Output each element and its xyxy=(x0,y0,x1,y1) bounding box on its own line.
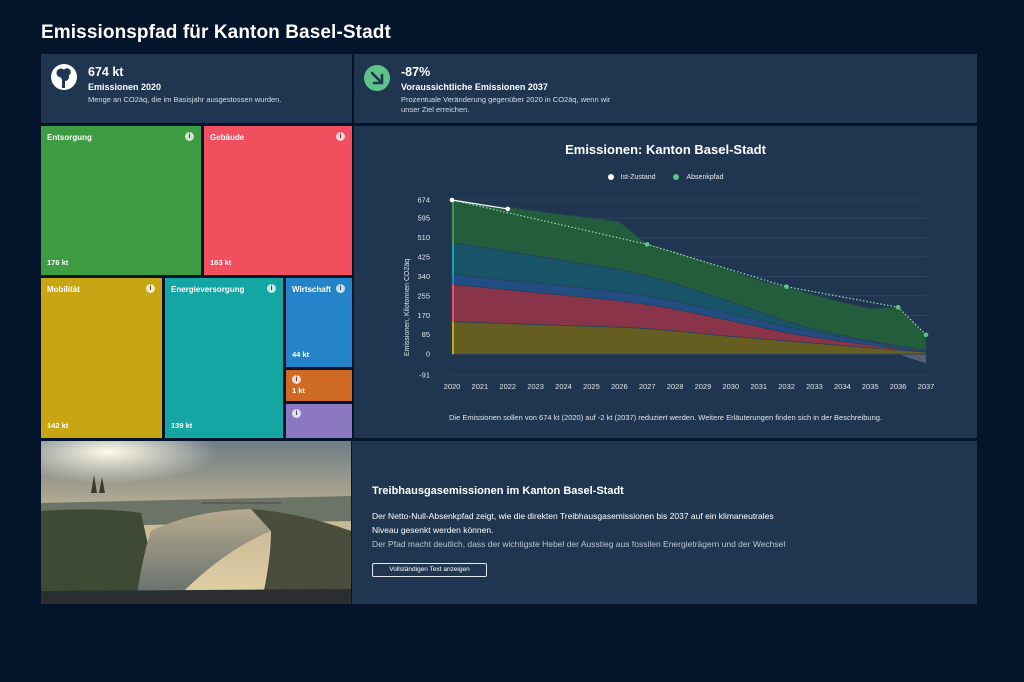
x-tick-label: 2034 xyxy=(834,382,851,391)
area-series-entsorgung xyxy=(451,199,927,351)
ist-zustand-point xyxy=(449,197,455,203)
kpi-emissions-2037: -87% Voraussichtliche Emissionen 2037 Pr… xyxy=(354,54,977,123)
y-tick-label: 255 xyxy=(417,291,430,300)
y-axis-label: Emissionen, Kilotonnen CO2äq xyxy=(404,259,411,356)
x-tick-label: 2027 xyxy=(639,382,656,391)
absenkpfad-line xyxy=(451,199,927,336)
arrow-down-right-icon xyxy=(364,65,390,91)
y-tick-label: 340 xyxy=(417,272,430,281)
y-tick-label: 674 xyxy=(417,196,430,205)
kpi-emissions-2020: 674 kt Emissionen 2020 Menge an CO2äq, d… xyxy=(41,54,352,123)
x-tick-label: 2030 xyxy=(722,382,739,391)
negative-area xyxy=(898,354,926,364)
y-tick-label: 510 xyxy=(417,233,430,242)
kpi-label: Emissionen 2020 xyxy=(88,82,162,92)
x-tick-label: 2031 xyxy=(750,382,767,391)
y-tick-label: 425 xyxy=(417,252,430,261)
x-tick-label: 2021 xyxy=(472,382,489,391)
info-icon[interactable]: i xyxy=(336,132,345,141)
section-body: Der Netto-Null-Absenkpfad zeigt, wie die… xyxy=(372,511,786,549)
absenkpfad-point xyxy=(644,242,650,247)
x-tick-label: 2024 xyxy=(555,382,572,391)
x-tick-label: 2023 xyxy=(527,382,544,391)
x-tick-label: 2035 xyxy=(862,382,879,391)
chart-caption: Die Emissionen sollen von 674 kt (2020) … xyxy=(448,413,882,422)
y-tick-label: 85 xyxy=(422,330,430,339)
info-icon[interactable]: i xyxy=(146,284,155,293)
kpi-description: Menge an CO2äq, die im Basisjahr ausgest… xyxy=(88,95,282,104)
x-tick-label: 2026 xyxy=(611,382,628,391)
kpi-value: -87% xyxy=(401,65,431,79)
kpi-label: Voraussichtliche Emissionen 2037 xyxy=(401,82,548,92)
absenkpfad-point xyxy=(784,284,789,289)
ist-zustand-point xyxy=(505,206,511,212)
info-icon[interactable]: i xyxy=(292,375,301,384)
treemap-tile-entsorgung[interactable]: Entsorgung i 176 kt xyxy=(41,126,201,275)
kpi-description: Prozentuale Veränderung gegenüber 2020 i… xyxy=(401,95,611,114)
x-tick-label: 2029 xyxy=(695,382,712,391)
info-icon[interactable]: i xyxy=(185,132,194,141)
x-tick-label: 2028 xyxy=(667,382,684,391)
page-title: Emissionspfad für Kanton Basel-Stadt xyxy=(41,22,391,43)
treemap-tile-mobilitaet[interactable]: Mobilität i 142 kt xyxy=(41,278,162,438)
treemap-tile-energieversorgung[interactable]: Energieversorgung i 139 kt xyxy=(165,278,283,438)
absenkpfad-point xyxy=(895,304,901,310)
show-full-text-button[interactable]: Vollständigen Text anzeigen xyxy=(372,563,487,577)
info-icon[interactable]: i xyxy=(336,284,345,293)
section-title: Treibhausgasemissionen im Kanton Basel-S… xyxy=(372,485,624,497)
x-tick-label: 2036 xyxy=(890,382,907,391)
y-tick-label: 170 xyxy=(417,311,430,320)
y-tick-label: 0 xyxy=(426,350,430,359)
x-tick-label: 2022 xyxy=(499,382,516,391)
treemap-tile-small-orange[interactable]: i 1 kt xyxy=(286,370,352,401)
info-icon[interactable]: i xyxy=(267,284,276,293)
info-icon[interactable]: i xyxy=(292,409,301,418)
x-tick-label: 2032 xyxy=(778,382,795,391)
chart-title: Emissionen: Kanton Basel-Stadt xyxy=(565,142,766,157)
basel-city-photo xyxy=(41,441,351,604)
treemap-tile-wirtschaft[interactable]: Wirtschaft i 44 kt xyxy=(286,278,352,367)
treemap-tile-small-purple[interactable]: i xyxy=(286,404,352,438)
y-tick-label: -91 xyxy=(419,371,430,380)
x-tick-label: 2037 xyxy=(918,382,935,391)
emissions-chart: 674 595 510 425 340 255 170 85 0 -91 2020 2021 2022 2… xyxy=(404,196,935,392)
absenkpfad-point xyxy=(923,332,929,338)
legend-item-absenkpfad[interactable]: Absenkpfad xyxy=(669,174,727,181)
chart-legend: Ist-Zustand Absenkpfad xyxy=(354,174,977,181)
y-tick-label: 595 xyxy=(417,214,430,223)
x-tick-label: 2033 xyxy=(806,382,823,391)
x-tick-label: 2025 xyxy=(583,382,600,391)
kpi-value: 674 kt xyxy=(88,65,124,79)
legend-item-ist-zustand[interactable]: Ist-Zustand xyxy=(604,174,660,181)
ist-zustand-line xyxy=(451,199,508,210)
factory-smoke-icon xyxy=(51,64,77,90)
x-tick-label: 2020 xyxy=(444,382,461,391)
treemap-tile-gebaeude[interactable]: Gebäude i 163 kt xyxy=(204,126,352,275)
